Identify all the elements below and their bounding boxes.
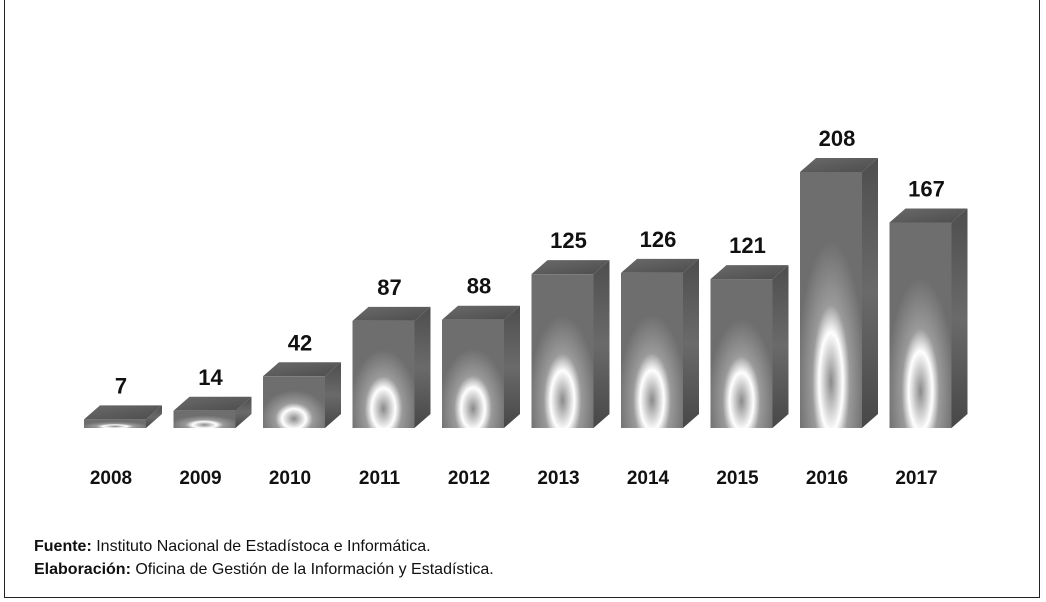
value-label-2012: 88: [467, 274, 491, 299]
bar-chart: 7 14 42 87 88 125 126 121 208 167 2008 2009 2010 201…: [84, 126, 968, 489]
bar-top-face: [889, 208, 968, 223]
category-labels-group: 2008 2009 2010 2011 2012 2013 2014 2015 2016 2017: [90, 468, 938, 489]
value-label-2013: 125: [550, 228, 587, 253]
value-label-2017: 167: [908, 176, 945, 201]
value-labels-group: 7 14 42 87 88 125 126 121 208 167: [115, 126, 945, 398]
bar-front-face: [800, 172, 862, 428]
value-label-2011: 87: [377, 275, 401, 300]
bar-2012: [442, 305, 520, 428]
bars-group: [84, 158, 968, 428]
bar-front-face: [263, 376, 325, 428]
bar-2013: [531, 260, 610, 428]
category-label-2017: 2017: [895, 468, 937, 489]
bar-2008: [84, 405, 162, 428]
bar-front-face: [84, 419, 146, 428]
elaboracion-text: Oficina de Gestión de la Información y E…: [130, 561, 494, 578]
bar-front-face: [621, 272, 683, 428]
fuente-text: Instituto Nacional de Estadístoca e Info…: [91, 538, 431, 555]
bar-front-face: [352, 320, 415, 428]
category-label-2015: 2015: [716, 468, 759, 489]
bar-top-face: [800, 158, 878, 172]
category-label-2016: 2016: [806, 468, 848, 489]
category-label-2014: 2014: [627, 468, 670, 489]
category-label-2010: 2010: [269, 468, 311, 489]
bar-front-face: [173, 410, 236, 428]
bar-side-face: [593, 260, 610, 428]
bar-top-face: [84, 405, 162, 420]
bar-side-face: [235, 396, 252, 428]
value-label-2014: 126: [640, 227, 677, 252]
elaboracion-line: Elaboración: Oficina de Gestión de la In…: [34, 558, 494, 581]
fuente-line: Fuente: Instituto Nacional de Estadístoc…: [34, 535, 494, 558]
category-label-2012: 2012: [448, 468, 490, 489]
source-note: Fuente: Instituto Nacional de Estadístoc…: [34, 535, 494, 581]
bar-top-face: [531, 260, 610, 275]
category-label-2011: 2011: [359, 468, 401, 489]
value-label-2008: 7: [115, 373, 127, 398]
category-label-2008: 2008: [90, 468, 132, 489]
bar-2015: [710, 265, 789, 428]
bar-top-face: [352, 306, 431, 321]
bar-2011: [352, 306, 431, 428]
value-label-2010: 42: [288, 330, 312, 355]
bar-2014: [621, 258, 699, 428]
bar-side-face: [504, 305, 520, 428]
bar-top-face: [173, 396, 252, 411]
value-label-2009: 14: [198, 365, 223, 390]
bar-top-face: [621, 258, 699, 273]
bar-front-face: [442, 319, 504, 428]
bar-front-face: [710, 279, 773, 428]
bar-top-face: [442, 305, 520, 320]
bar-side-face: [772, 265, 789, 428]
elaboracion-label: Elaboración:: [34, 561, 131, 578]
fuente-label: Fuente:: [34, 538, 92, 555]
bar-2017: [889, 208, 968, 428]
value-label-2015: 121: [729, 233, 766, 258]
bar-side-face: [951, 208, 968, 428]
bar-side-face: [683, 258, 699, 428]
category-label-2009: 2009: [179, 468, 221, 489]
bar-2009: [173, 396, 252, 428]
category-label-2013: 2013: [537, 468, 579, 489]
bar-side-face: [862, 158, 878, 428]
bar-2016: [800, 158, 878, 428]
bar-side-face: [325, 362, 341, 428]
value-label-2016: 208: [819, 126, 856, 151]
bar-2010: [263, 362, 341, 428]
bar-top-face: [710, 265, 789, 280]
bar-front-face: [531, 274, 594, 428]
bar-side-face: [146, 405, 162, 428]
bar-front-face: [889, 222, 952, 428]
bar-side-face: [414, 306, 431, 428]
bar-top-face: [263, 362, 341, 377]
